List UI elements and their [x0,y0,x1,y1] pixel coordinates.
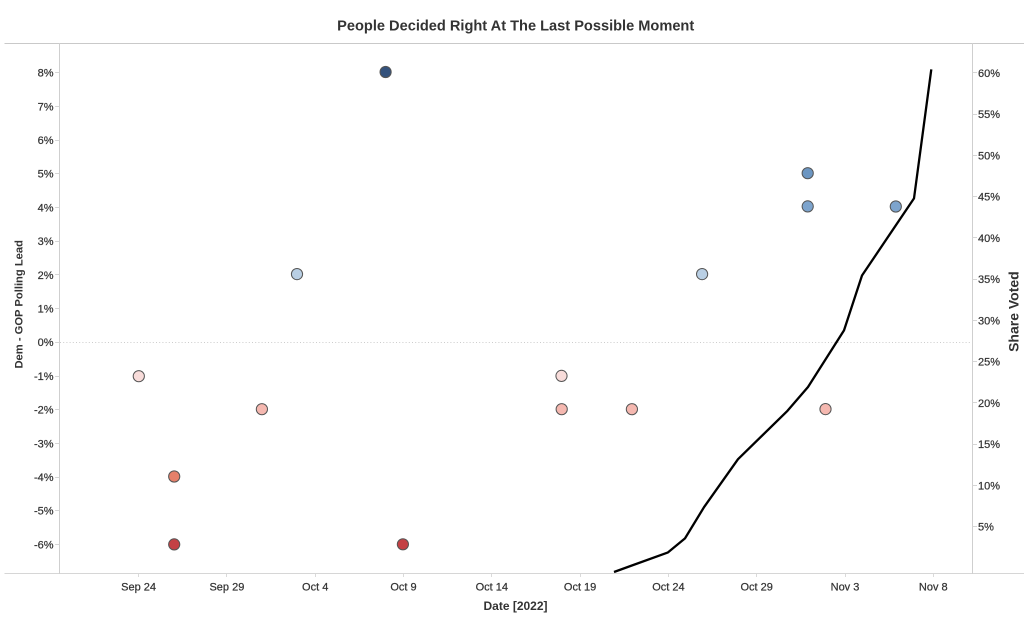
svg-text:3%: 3% [38,236,54,248]
svg-text:Share Voted: Share Voted [1005,271,1021,352]
svg-text:2%: 2% [38,270,54,282]
svg-text:People Decided Right At The La: People Decided Right At The Last Possibl… [337,19,694,35]
svg-text:40%: 40% [978,233,1000,245]
svg-text:60%: 60% [978,68,1000,80]
svg-text:10%: 10% [978,480,1000,492]
svg-text:7%: 7% [38,101,54,113]
svg-text:-2%: -2% [34,405,54,417]
svg-text:Dem - GOP Polling Lead: Dem - GOP Polling Lead [14,240,26,369]
svg-text:-6%: -6% [34,539,54,551]
svg-text:Oct 4: Oct 4 [302,581,328,593]
svg-text:-5%: -5% [34,506,54,518]
svg-text:35%: 35% [978,274,1000,286]
svg-text:Nov 3: Nov 3 [831,581,860,593]
svg-text:Sep 29: Sep 29 [209,581,244,593]
svg-text:4%: 4% [38,202,54,214]
svg-text:8%: 8% [38,68,54,80]
svg-text:15%: 15% [978,439,1000,451]
svg-text:Oct 29: Oct 29 [740,581,772,593]
svg-text:6%: 6% [38,135,54,147]
svg-text:Oct 24: Oct 24 [652,581,684,593]
svg-text:30%: 30% [978,315,1000,327]
svg-text:Oct 19: Oct 19 [564,581,596,593]
svg-text:-3%: -3% [34,438,54,450]
svg-text:55%: 55% [978,109,1000,121]
svg-text:0%: 0% [38,337,54,349]
svg-text:20%: 20% [978,398,1000,410]
svg-text:Nov 8: Nov 8 [919,581,948,593]
svg-text:25%: 25% [978,357,1000,369]
svg-text:1%: 1% [38,304,54,316]
svg-text:5%: 5% [978,522,994,534]
svg-text:-4%: -4% [34,472,54,484]
svg-text:50%: 50% [978,150,1000,162]
svg-text:Date [2022]: Date [2022] [483,599,547,613]
svg-text:Sep 24: Sep 24 [121,581,156,593]
svg-text:5%: 5% [38,169,54,181]
svg-text:45%: 45% [978,192,1000,204]
svg-text:Oct 14: Oct 14 [476,581,508,593]
svg-text:-1%: -1% [34,371,54,383]
svg-text:Oct 9: Oct 9 [390,581,416,593]
